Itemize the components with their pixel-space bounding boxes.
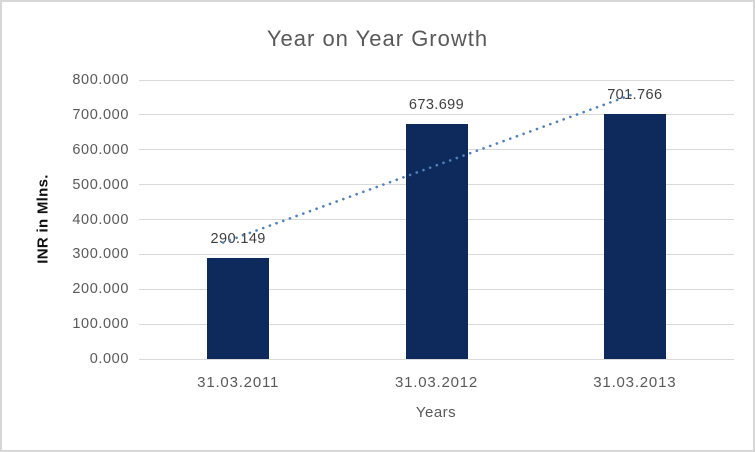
y-tick-label: 200.000 [72, 281, 129, 298]
bar [207, 257, 270, 359]
y-tick-label: 400.000 [72, 211, 129, 228]
data-label: 290.149 [210, 230, 266, 247]
bar [603, 114, 666, 359]
y-tick-label: 100.000 [72, 316, 129, 333]
data-label: 701.766 [607, 87, 663, 104]
y-tick-label: 500.000 [72, 176, 129, 193]
y-axis-title: INR in Mlns. [34, 174, 52, 264]
gridline [139, 79, 734, 81]
y-tick-label: 700.000 [72, 106, 129, 123]
y-tick-label: 600.000 [72, 141, 129, 158]
chart-title: Year on Year Growth [266, 26, 489, 51]
y-tick-label: 300.000 [72, 246, 129, 263]
x-tick-label: 31.03.2012 [394, 374, 479, 391]
bar [405, 124, 468, 359]
x-axis-title: Years [415, 404, 457, 421]
y-tick-label: 800.000 [72, 72, 129, 88]
x-tick-label: 31.03.2011 [197, 374, 280, 391]
gridline [139, 358, 734, 360]
x-tick-label: 31.03.2013 [593, 374, 677, 391]
data-label: 673.699 [408, 97, 465, 114]
y-tick-label: 0.000 [89, 351, 129, 367]
